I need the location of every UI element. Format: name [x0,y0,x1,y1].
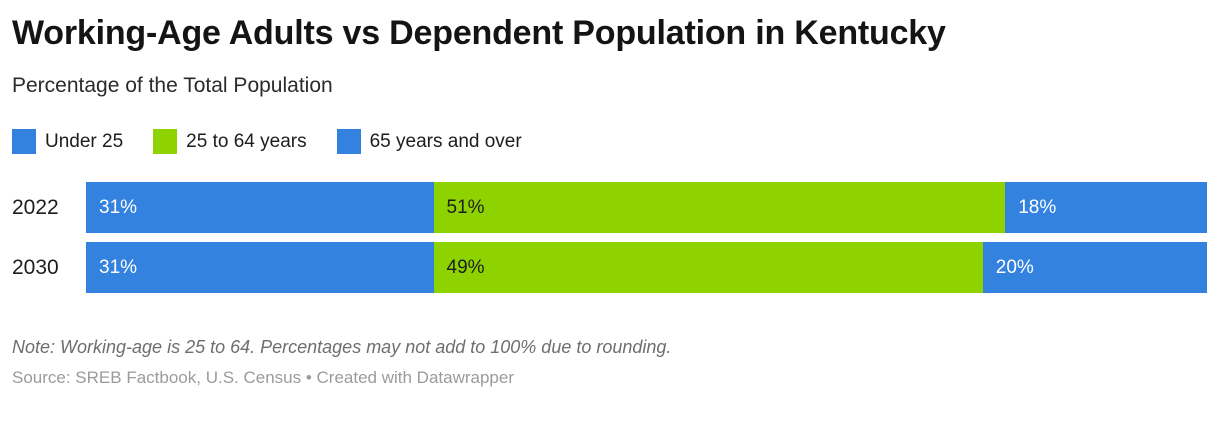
segment-value-label: 49% [446,256,485,278]
bar-segment: 51% [433,182,1006,234]
legend-item: 25 to 64 years [153,129,307,155]
chart-source: Source: SREB Factbook, U.S. Census • Cre… [12,368,515,388]
bar-segment: 20% [982,242,1207,294]
chart-title: Working-Age Adults vs Dependent Populati… [12,14,946,52]
legend-item: Under 25 [12,129,124,155]
legend-label: 65 years and over [369,130,522,152]
row-label: 2022 [12,195,59,219]
bar-segment: 49% [433,242,983,294]
legend-swatch-icon [153,129,178,155]
bar-row: 2030 31% 49% 20% [12,242,1207,294]
chart-subtitle: Percentage of the Total Population [12,74,333,98]
bar-segment: 31% [86,182,434,234]
legend: Under 25 25 to 64 years 65 years and over [12,129,1207,155]
legend-swatch-icon [12,129,36,155]
bar-row: 2022 31% 51% 18% [12,182,1207,234]
bar-segment: 31% [86,242,434,294]
segment-value-label: 31% [99,256,138,278]
legend-label: Under 25 [45,130,124,152]
chart-note: Note: Working-age is 25 to 64. Percentag… [12,337,672,358]
bar-track: 31% 49% 20% [86,242,1207,294]
bar-chart: 2022 31% 51% 18% 2030 31% 49% 20% [12,182,1207,294]
bar-track: 31% 51% 18% [86,182,1207,234]
row-label: 2030 [12,255,59,279]
segment-value-label: 20% [995,256,1034,278]
segment-value-label: 18% [1018,196,1057,218]
legend-swatch-icon [336,129,361,155]
legend-item: 65 years and over [336,129,522,155]
segment-value-label: 31% [99,196,138,218]
segment-value-label: 51% [446,196,485,218]
legend-label: 25 to 64 years [186,130,307,152]
bar-segment: 18% [1005,182,1207,234]
